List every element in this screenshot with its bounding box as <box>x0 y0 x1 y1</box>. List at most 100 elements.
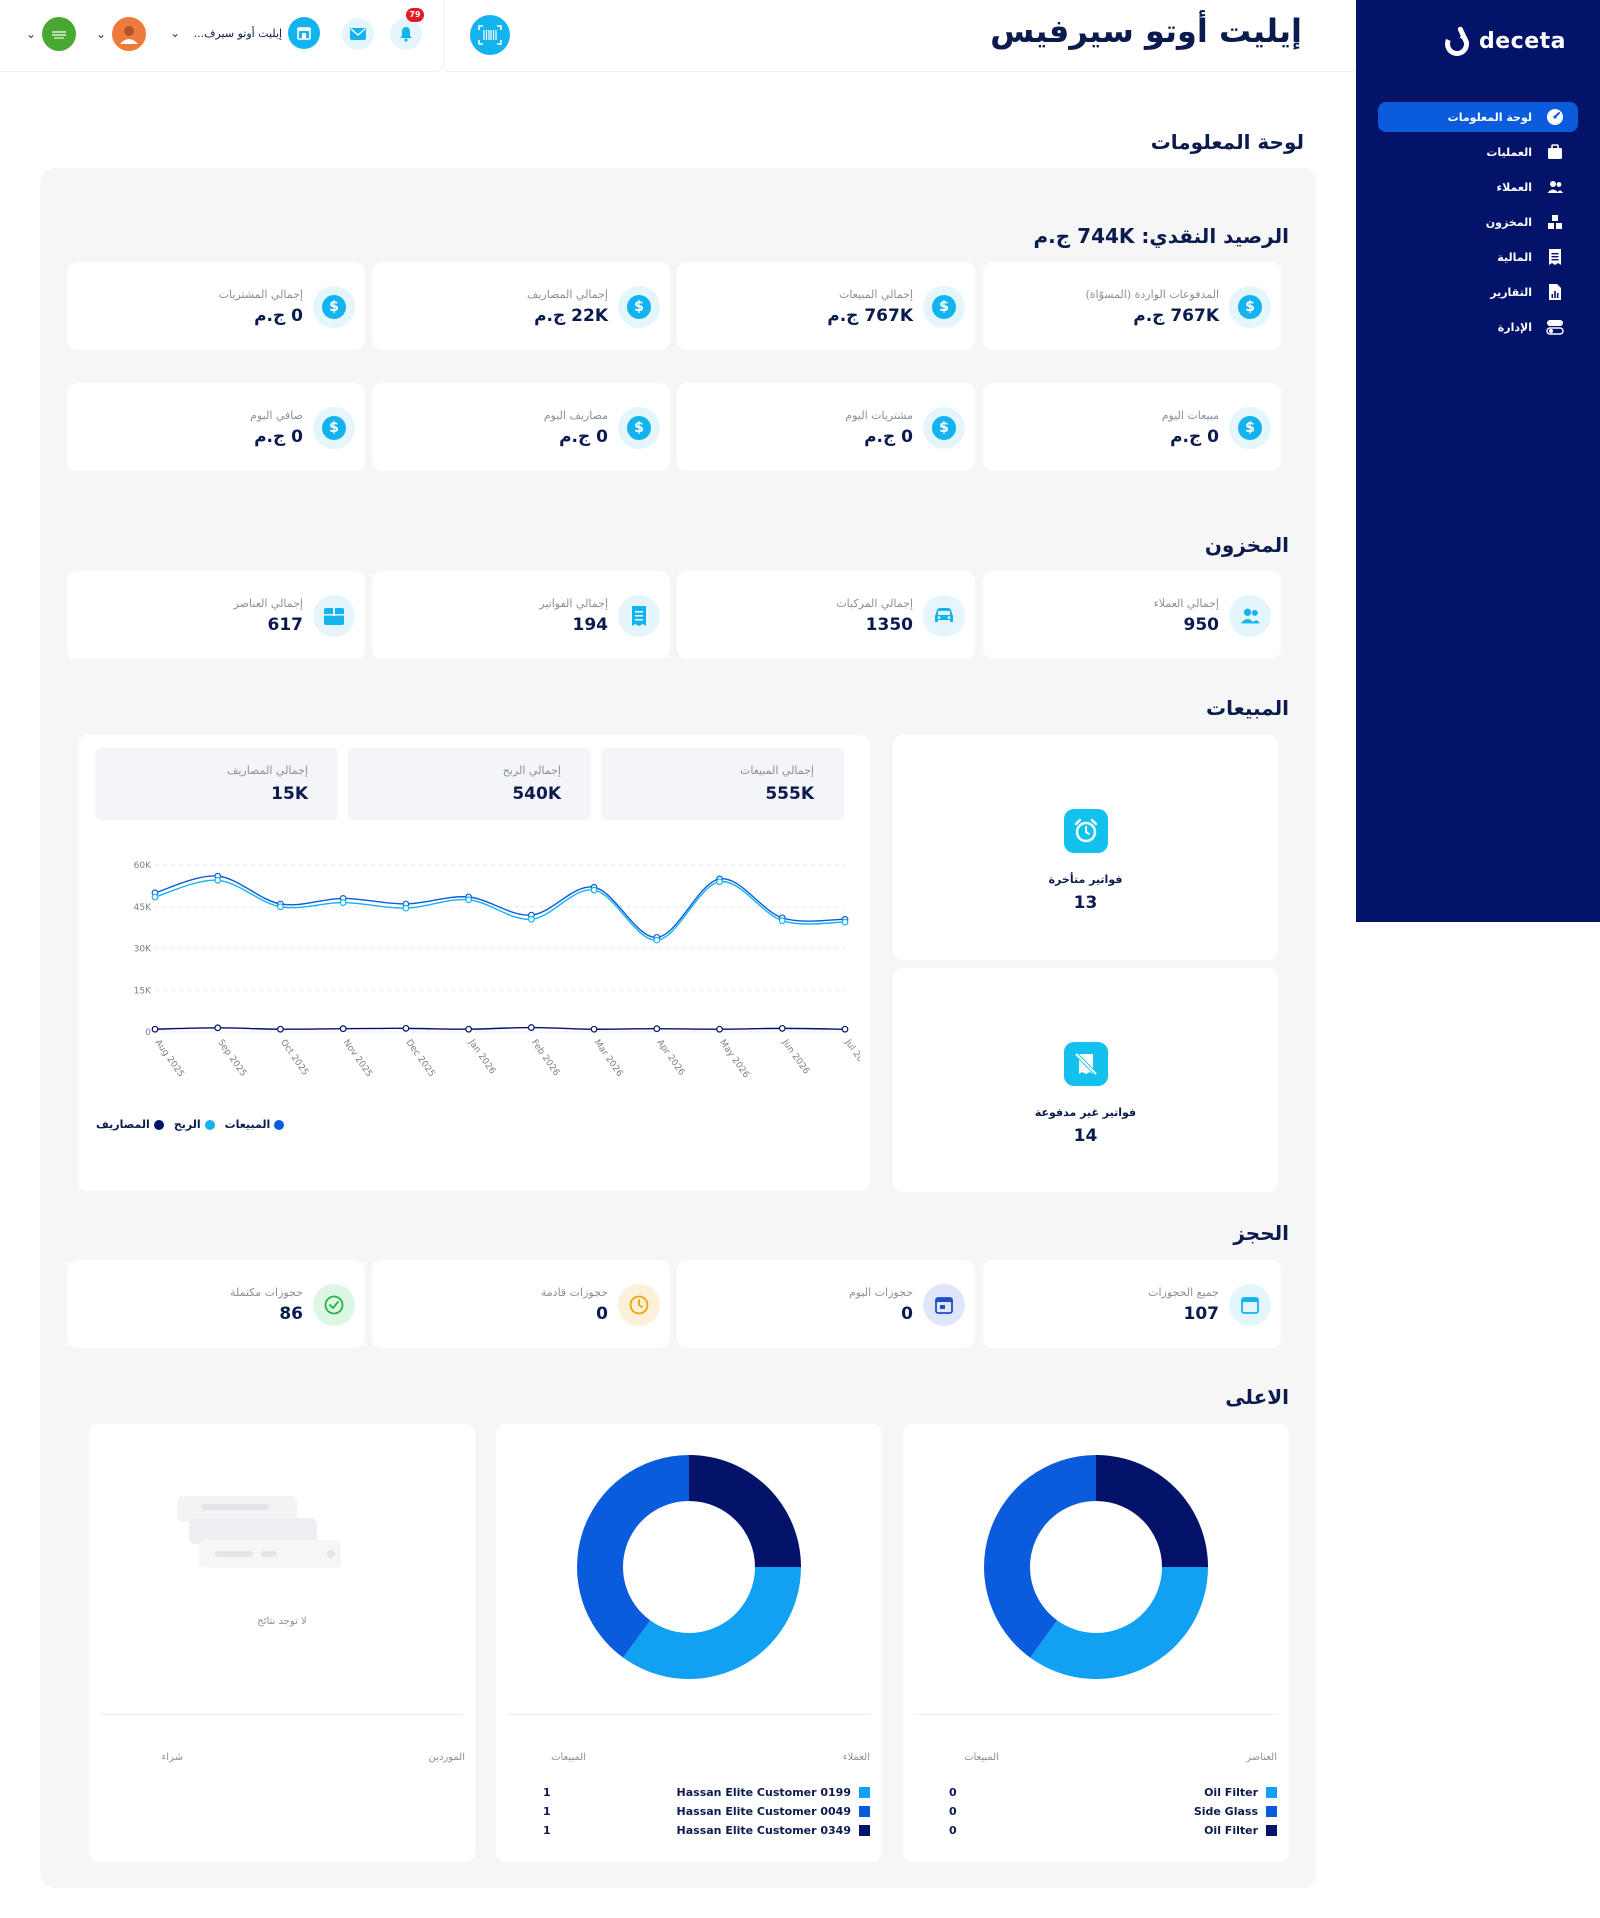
data-point[interactable] <box>841 918 849 926</box>
top-suppliers-card: لا توجد نتائج الموردين شراء <box>89 1424 475 1862</box>
row-value: 1 <box>543 1824 551 1837</box>
clock-icon <box>618 1284 660 1326</box>
row-name: Side Glass <box>1193 1805 1258 1818</box>
x-tick-label: Aug 2025 <box>153 1038 186 1079</box>
legend-swatch <box>1266 1825 1277 1836</box>
users-icon <box>1229 595 1271 637</box>
data-point[interactable] <box>716 878 723 886</box>
divider <box>101 1714 463 1715</box>
x-tick-label: Jan 2026 <box>466 1037 498 1076</box>
stat-card-all-bookings: جميع الحجوزات 107 <box>983 1260 1281 1348</box>
late-invoices-card[interactable]: فواتير متأخرة 13 <box>893 735 1278 960</box>
data-point[interactable] <box>527 915 535 923</box>
data-point[interactable] <box>339 1025 347 1033</box>
data-point[interactable] <box>465 1025 473 1033</box>
sidebar-item-customers[interactable]: العملاء <box>1378 172 1578 202</box>
table-row: Hassan Elite Customer 0199 <box>677 1786 870 1799</box>
data-point[interactable] <box>151 893 159 901</box>
series-line <box>154 1026 846 1030</box>
data-point[interactable] <box>653 1025 661 1033</box>
stat-card-total-sales: $ إجمالي المبيعات 767K ج.م <box>677 262 975 350</box>
stat-card-today-net: $ صافي اليوم 0 ج.م <box>67 383 365 471</box>
data-point[interactable] <box>214 1024 222 1032</box>
donut-slice[interactable] <box>689 1455 801 1567</box>
stat-card-settled-payments: $ المدفوعات الواردة (المسوّاة) 767K ج.م <box>983 262 1281 350</box>
stat-label: إجمالي المصاريف <box>226 764 308 777</box>
x-tick-label: May 2026 <box>717 1038 751 1080</box>
legend-swatch <box>1266 1787 1277 1798</box>
row-name: Oil Filter <box>1204 1824 1258 1837</box>
data-point[interactable] <box>339 899 347 906</box>
sidebar-item-label: التقارير <box>1490 285 1532 299</box>
data-point[interactable] <box>214 876 222 884</box>
inventory-icon <box>1546 213 1564 231</box>
brand-logo[interactable]: deceta <box>1441 25 1566 60</box>
donut-slice[interactable] <box>1096 1455 1208 1567</box>
stat-label: المدفوعات الواردة (المسوّاة) <box>1085 288 1219 301</box>
x-tick-label: Apr 2026 <box>654 1038 686 1078</box>
data-point[interactable] <box>402 1024 410 1032</box>
legend-item-expenses[interactable]: المصاريف <box>96 1118 164 1131</box>
stat-value: 767K ج.م <box>1133 306 1219 326</box>
chevron-down-icon: ⌄ <box>96 27 107 41</box>
sidebar-item-operations[interactable]: العمليات <box>1378 137 1578 167</box>
business-selector[interactable]: ⌄ إيليت أوتو سيرف... <box>170 17 321 49</box>
data-point[interactable] <box>778 917 786 925</box>
stat-value: 22K ج.م <box>534 306 608 326</box>
sidebar-item-admin[interactable]: الإدارة <box>1378 312 1578 342</box>
car-icon <box>923 595 965 637</box>
legend-item-sales[interactable]: المبيعات <box>225 1118 285 1131</box>
legend-item-profit[interactable]: الربح <box>174 1118 215 1131</box>
data-point[interactable] <box>590 1025 598 1033</box>
data-point[interactable] <box>778 1024 786 1032</box>
data-point[interactable] <box>277 903 284 911</box>
barcode-scanner-icon[interactable] <box>470 15 510 55</box>
row-value: 0 <box>949 1824 957 1837</box>
y-tick-label: 45K <box>134 903 152 913</box>
top-customers-card: العملاء المبيعات Hassan Elite Customer 0… <box>496 1424 882 1862</box>
bell-icon[interactable] <box>390 18 422 50</box>
stat-value: 617 <box>267 615 304 635</box>
data-point[interactable] <box>151 1025 159 1033</box>
stat-label: حجوزات مكتملة <box>230 1286 303 1299</box>
mail-icon[interactable] <box>342 18 374 50</box>
alarm-clock-icon <box>1063 809 1108 853</box>
donut-slice[interactable] <box>983 1455 1096 1658</box>
sidebar-item-finance[interactable]: المالية <box>1378 242 1578 272</box>
users-icon <box>1546 178 1564 196</box>
stat-label: مبيعات اليوم <box>1161 409 1219 422</box>
data-point[interactable] <box>465 896 473 904</box>
stat-card-total-purchases: $ إجمالي المشتريات 0 ج.م <box>67 262 365 350</box>
unpaid-invoices-card[interactable]: فواتير غير مدفوعة 14 <box>893 968 1278 1192</box>
row-value: 1 <box>543 1786 551 1799</box>
top-customers-donut <box>576 1455 801 1679</box>
donut-slice[interactable] <box>576 1455 689 1658</box>
stat-value: 767K ج.م <box>827 306 913 326</box>
sidebar-item-reports[interactable]: التقارير <box>1378 277 1578 307</box>
top-items-donut <box>983 1455 1208 1679</box>
donut-slice[interactable] <box>1030 1567 1208 1679</box>
data-point[interactable] <box>277 1025 284 1033</box>
unpaid-invoices-count: 14 <box>1073 1126 1098 1146</box>
column-header-items: العناصر <box>1246 1752 1277 1763</box>
check-circle-icon <box>313 1284 355 1326</box>
sidebar-item-label: لوحة المعلومات <box>1447 110 1532 124</box>
data-point[interactable] <box>841 1025 849 1033</box>
donut-slice[interactable] <box>623 1567 801 1679</box>
data-point[interactable] <box>590 886 598 894</box>
sidebar-item-dashboard[interactable]: لوحة المعلومات <box>1378 102 1578 132</box>
data-point[interactable] <box>402 904 410 912</box>
y-tick-label: 60K <box>134 861 152 871</box>
data-point[interactable] <box>527 1024 535 1031</box>
language-selector[interactable]: ⌄ <box>26 17 77 51</box>
user-menu[interactable]: ⌄ <box>96 17 147 51</box>
chevron-down-icon: ⌄ <box>26 27 37 41</box>
legend-swatch <box>859 1787 870 1798</box>
sidebar-item-inventory[interactable]: المخزون <box>1378 207 1578 237</box>
stat-value: 0 ج.م <box>254 427 303 447</box>
flag-icon <box>42 17 77 51</box>
data-point[interactable] <box>653 936 661 944</box>
stat-label: صافي اليوم <box>250 409 303 422</box>
data-point[interactable] <box>716 1025 723 1033</box>
unpaid-receipt-icon <box>1063 1042 1108 1086</box>
